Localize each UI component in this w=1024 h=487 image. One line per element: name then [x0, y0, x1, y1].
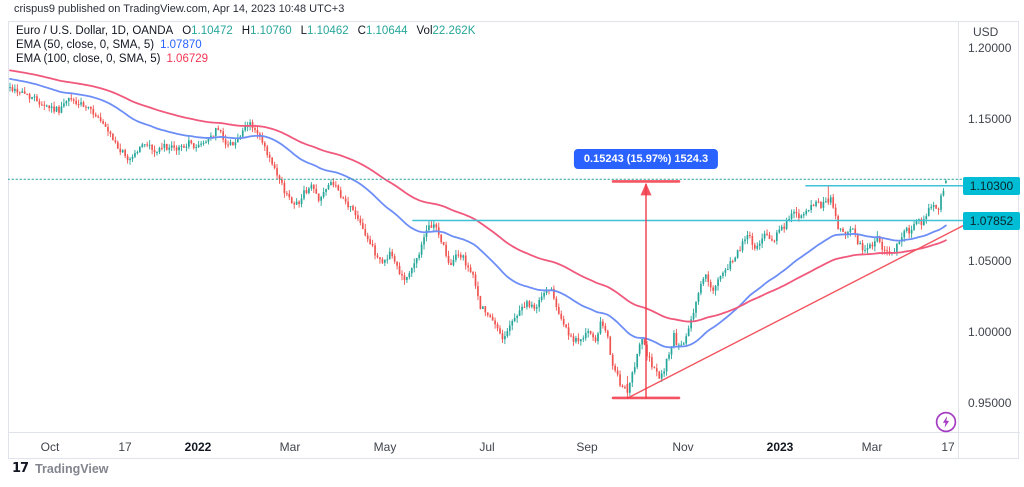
ohlc-item: O1.10472 [182, 25, 233, 37]
y-axis-tick: 1.15000 [968, 112, 1012, 126]
y-axis-tick: 0.95000 [968, 396, 1012, 410]
x-axis-tick: Jul [479, 440, 495, 454]
ohlc-values: O1.10472 H1.10760 L1.10462 C1.10644 Vol22.26… [173, 25, 475, 37]
tradingview-brand-text[interactable]: TradingView [35, 461, 109, 476]
y-axis-tick: 1.20000 [968, 41, 1012, 55]
y-axis-tick: 1.05000 [968, 254, 1012, 268]
ohlc-item: C1.10644 [357, 25, 408, 37]
ohlc-item: Vol22.262K [416, 25, 476, 37]
measure-annotation-label: 0.15243 (15.97%) 1524.3 [573, 149, 719, 169]
ohlc-item: L1.10462 [300, 25, 349, 37]
x-axis-tick: 2022 [184, 440, 212, 454]
symbol-title: Euro / U.S. Dollar, 1D, OANDA [16, 25, 174, 37]
x-axis-tick: 17 [118, 440, 132, 454]
footer: 17 TradingView [12, 461, 109, 476]
price-line-badge: 1.07852 [963, 211, 1020, 230]
ohlc-item: H1.10760 [241, 25, 292, 37]
indicator-row[interactable]: EMA (100, close, 0, SMA, 5) 1.06729 [16, 52, 475, 66]
price-scale-currency-label: USD [973, 25, 999, 39]
x-axis-tick: Sep [576, 440, 598, 454]
flash-idea-icon[interactable] [934, 410, 958, 434]
symbol-row[interactable]: Euro / U.S. Dollar, 1D, OANDA O1.10472 H1.… [16, 24, 475, 38]
chart-legend: Euro / U.S. Dollar, 1D, OANDA O1.10472 H1.… [16, 24, 475, 66]
indicator-row[interactable]: EMA (50, close, 0, SMA, 5) 1.07870 [16, 38, 475, 52]
x-axis-tick: May [373, 440, 397, 454]
byline-text: crispus9 published on TradingView.com, A… [14, 3, 345, 15]
indicator-rows: EMA (50, close, 0, SMA, 5) 1.07870 EMA (10… [16, 38, 475, 66]
indicator-label: EMA (50, close, 0, SMA, 5) [16, 39, 155, 51]
x-axis-tick: Oct [40, 440, 60, 454]
x-axis-tick: Mar [279, 440, 301, 454]
x-axis-tick: 17 [941, 440, 955, 454]
indicator-label: EMA (100, close, 0, SMA, 5) [16, 53, 161, 65]
x-axis-tick: Mar [861, 440, 883, 454]
x-axis-tick: 2023 [766, 440, 794, 454]
y-axis-tick: 1.00000 [968, 325, 1012, 339]
price-line-badge: 1.10300 [963, 176, 1020, 195]
indicator-value: 1.07870 [160, 39, 202, 51]
x-axis-tick: Nov [672, 440, 694, 454]
price-chart-canvas[interactable] [8, 21, 1020, 459]
tradingview-logo-icon[interactable]: 17 [12, 461, 29, 476]
indicator-value: 1.06729 [166, 53, 209, 65]
